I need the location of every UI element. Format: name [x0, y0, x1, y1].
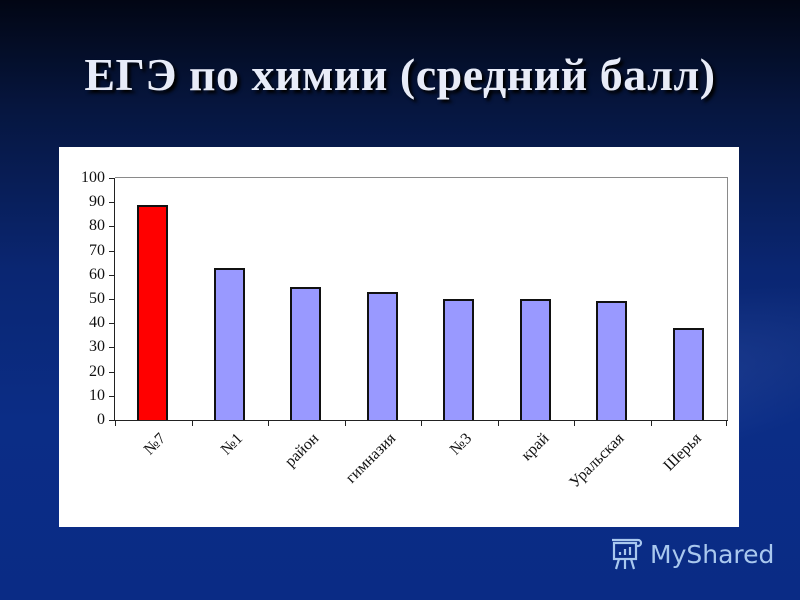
bar-6 [519, 299, 551, 420]
y-tick-label: 20 [89, 362, 105, 380]
x-category-label: №3 [447, 430, 476, 459]
x-tick [726, 420, 727, 426]
y-tick [109, 371, 115, 373]
y-tick-label: 90 [89, 193, 105, 211]
plot-area: 0 10 20 30 40 50 60 70 80 90 100 №7 №1 район гимназия №… [81, 170, 728, 491]
y-tick [109, 347, 115, 349]
x-category-label: Шерья [660, 430, 705, 475]
x-tick [268, 420, 269, 426]
bar-2 [213, 267, 245, 420]
x-category-label: Уральская [566, 430, 628, 492]
y-tick [109, 420, 115, 421]
x-tick [191, 420, 193, 426]
y-tick [109, 299, 115, 300]
y-tick-label: 30 [89, 338, 105, 356]
slide-title: ЕГЭ по химии (средний балл) [84, 49, 716, 100]
y-tick-label: 60 [89, 265, 105, 283]
x-category-label: №7 [141, 430, 170, 459]
x-tick [421, 420, 422, 426]
bar-8 [672, 328, 704, 420]
x-tick [574, 420, 575, 426]
x-category-label: район [282, 430, 323, 471]
x-tick [115, 420, 116, 426]
y-tick [109, 202, 115, 204]
x-tick [650, 420, 652, 426]
y-tick [109, 250, 115, 252]
x-category-label: край [517, 430, 553, 465]
chart-container: 0 10 20 30 40 50 60 70 80 90 100 №7 №1 район гимназия №… [59, 147, 739, 527]
y-tick-label: 40 [89, 314, 105, 332]
bar-3 [290, 286, 322, 420]
bar-5 [443, 299, 475, 420]
y-tick-label: 50 [89, 290, 105, 307]
x-tick [344, 420, 346, 426]
x-tick [497, 420, 499, 426]
y-tick-label: 70 [89, 241, 105, 259]
presentation-board-icon [612, 538, 643, 570]
y-tick [109, 323, 115, 325]
y-tick [109, 178, 115, 179]
bar-4 [366, 291, 398, 420]
x-category-label: гимназия [342, 430, 399, 487]
y-tick-label: 10 [89, 386, 105, 404]
y-tick-label: 100 [81, 169, 105, 186]
y-tick [109, 226, 115, 228]
watermark-logo: MyShared [608, 536, 774, 572]
bar-1 [137, 204, 169, 420]
y-tick [109, 395, 115, 397]
y-tick [109, 274, 115, 276]
watermark-text: MyShared [650, 539, 775, 569]
x-category-label: №1 [217, 430, 247, 459]
y-tick-label: 0 [97, 411, 105, 428]
bar-7 [596, 301, 628, 420]
y-tick-label: 80 [89, 217, 105, 235]
